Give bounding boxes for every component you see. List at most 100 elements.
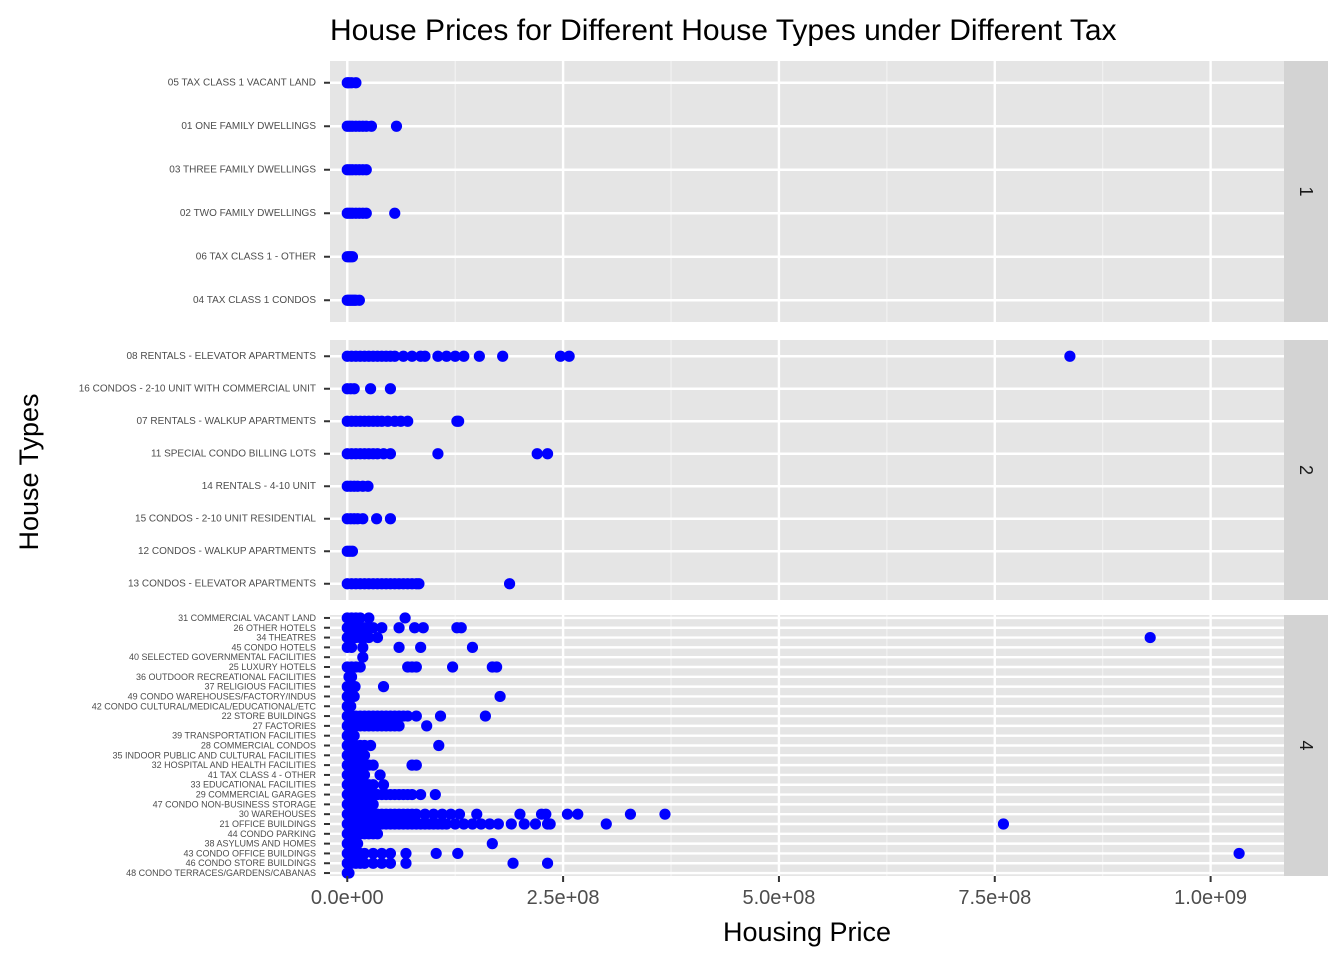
data-point <box>363 631 375 644</box>
data-point <box>354 661 366 673</box>
data-point <box>440 350 453 362</box>
y-tick-label: 15 CONDOS - 2-10 UNIT RESIDENTIAL <box>135 513 316 524</box>
data-point <box>554 350 567 362</box>
data-point <box>364 383 377 395</box>
data-point <box>367 759 379 771</box>
data-point <box>514 808 526 820</box>
data-point <box>531 448 543 460</box>
x-tick-label: 0.0e+00 <box>311 887 384 909</box>
data-point <box>357 513 369 525</box>
data-point <box>393 622 405 634</box>
y-tick-label: 39 TRANSPORTATION FACILITIES <box>172 731 316 741</box>
data-point <box>432 350 444 362</box>
data-point <box>376 622 388 634</box>
data-point <box>352 838 364 850</box>
data-point <box>471 808 483 820</box>
y-tick-label: 36 OUTDOOR RECREATIONAL FACILITIES <box>136 672 316 682</box>
data-point <box>357 641 369 653</box>
y-tick-label: 14 RENTALS - 4-10 UNIT <box>202 481 316 492</box>
data-point <box>430 847 442 860</box>
data-point <box>410 759 422 771</box>
facet-strip-label: 2 <box>1296 465 1316 475</box>
data-point <box>371 513 383 525</box>
data-point <box>415 641 427 653</box>
data-point <box>358 857 371 869</box>
data-point <box>1144 631 1156 644</box>
y-tick-label: 02 TWO FAMILY DWELLINGS <box>180 208 316 219</box>
facet-strip-label: 4 <box>1296 740 1316 750</box>
y-tick-label: 22 STORE BUILDINGS <box>222 711 316 721</box>
y-tick-label: 13 CONDOS - ELEVATOR APARTMENTS <box>128 578 316 589</box>
data-point <box>400 857 412 869</box>
data-point <box>376 857 388 869</box>
y-tick-label: 40 SELECTED GOVERNMENTAL FACILITIES <box>129 652 316 662</box>
y-tick-label: 06 TAX CLASS 1 - OTHER <box>196 251 316 262</box>
data-point <box>497 350 509 362</box>
data-point <box>561 808 574 820</box>
data-point <box>453 415 465 427</box>
y-tick-label: 47 CONDO NON-BUSINESS STORAGE <box>153 799 316 809</box>
data-point <box>494 690 506 703</box>
data-point <box>1233 847 1245 860</box>
y-tick-label: 44 CONDO PARKING <box>228 829 316 839</box>
data-point <box>484 818 496 830</box>
data-point <box>410 710 422 722</box>
data-point <box>541 448 554 460</box>
y-tick-label: 21 OFFICE BUILDINGS <box>219 819 316 829</box>
data-point <box>449 818 461 830</box>
data-point <box>486 838 498 850</box>
data-point <box>445 808 457 820</box>
data-point <box>417 622 429 634</box>
data-point <box>428 808 440 820</box>
data-point <box>540 808 552 820</box>
data-point <box>507 857 519 869</box>
data-point <box>358 847 371 860</box>
data-point <box>402 415 414 427</box>
data-point <box>350 77 362 89</box>
data-point <box>419 808 431 820</box>
x-tick-label: 5.0e+08 <box>743 887 816 909</box>
data-point <box>415 788 427 801</box>
y-tick-label: 43 CONDO OFFICE BUILDINGS <box>183 848 316 858</box>
data-point <box>360 207 372 219</box>
data-point <box>406 350 418 362</box>
data-point <box>452 847 464 860</box>
data-point <box>348 690 360 703</box>
data-point <box>446 661 459 673</box>
data-point <box>363 612 375 624</box>
x-tick-label: 2.5e+08 <box>527 887 600 909</box>
y-tick-label: 35 INDOOR PUBLIC AND CULTURAL FACILITIES <box>112 750 316 760</box>
data-point <box>473 350 485 362</box>
y-tick-label: 30 WAREHOUSES <box>239 809 316 819</box>
data-point <box>600 818 612 830</box>
data-point <box>346 251 359 263</box>
y-tick-label: 12 CONDOS - WALKUP APARTMENTS <box>138 546 316 557</box>
data-point <box>541 857 554 869</box>
y-tick-label: 27 FACTORIES <box>253 721 316 731</box>
data-point <box>389 350 401 362</box>
data-point <box>354 612 366 624</box>
data-point <box>492 818 504 830</box>
data-point <box>362 480 374 492</box>
data-point <box>345 700 357 712</box>
data-point <box>572 808 584 820</box>
data-point <box>529 818 542 830</box>
data-point <box>353 294 365 306</box>
data-point <box>397 350 409 362</box>
y-tick-label: 45 CONDO HOTELS <box>231 642 316 652</box>
y-tick-label: 33 EDUCATIONAL FACILITIES <box>190 780 316 790</box>
y-tick-label: 05 TAX CLASS 1 VACANT LAND <box>168 77 316 88</box>
data-point <box>393 641 405 653</box>
y-tick-label: 38 ASYLUMS AND HOMES <box>204 839 316 849</box>
data-point <box>433 739 445 752</box>
data-point <box>449 350 461 362</box>
data-point <box>390 120 403 132</box>
data-point <box>479 710 492 722</box>
data-point <box>434 710 447 722</box>
facet-strip <box>1284 615 1328 876</box>
data-point <box>371 828 384 840</box>
data-point <box>624 808 637 820</box>
data-point <box>402 710 414 722</box>
